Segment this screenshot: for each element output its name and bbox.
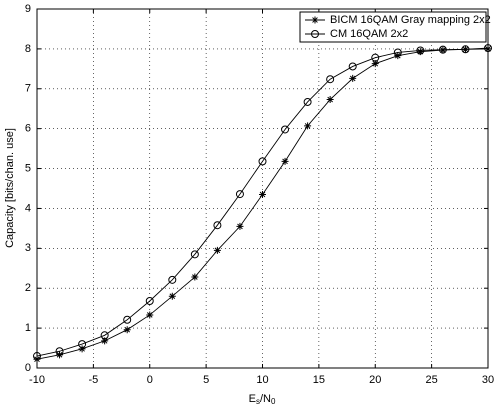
marker [55, 347, 64, 356]
marker [281, 157, 289, 165]
x-tick-label: -5 [88, 374, 98, 386]
y-tick-label: 9 [25, 3, 31, 15]
marker [348, 62, 357, 71]
marker [190, 250, 199, 259]
marker [371, 53, 380, 62]
legend-box [299, 11, 487, 43]
marker [213, 221, 222, 230]
marker [326, 96, 334, 104]
marker [213, 246, 221, 254]
marker [33, 352, 41, 361]
y-tick-label: 8 [25, 43, 31, 55]
marker [416, 46, 425, 55]
marker [303, 97, 312, 106]
marker [258, 157, 267, 166]
marker [168, 292, 176, 300]
marker [371, 60, 379, 68]
marker [145, 296, 154, 305]
legend-marker [311, 30, 319, 38]
y-tick-label: 3 [25, 242, 31, 254]
x-label-part: /N [260, 393, 271, 405]
legend-label: BICM 16QAM Gray mapping 2x2 [330, 14, 491, 26]
x-tick-label: 30 [482, 374, 494, 386]
legend-marker [311, 16, 319, 24]
marker [101, 337, 109, 345]
x-tick-label: -10 [29, 374, 45, 386]
marker [235, 190, 244, 199]
marker [326, 75, 335, 84]
y-tick-label: 6 [25, 123, 31, 135]
y-tick-label: 5 [25, 162, 31, 174]
marker [438, 45, 447, 54]
marker [484, 44, 492, 53]
legend-label: CM 16QAM 2x2 [330, 28, 408, 40]
marker [236, 222, 244, 230]
marker [191, 273, 199, 281]
y-tick-label: 1 [25, 322, 31, 334]
series-line [36, 47, 489, 357]
marker [78, 345, 86, 353]
marker [416, 48, 424, 56]
marker [484, 45, 492, 53]
marker [349, 74, 357, 82]
marker [123, 326, 131, 334]
x-tick-label: 15 [313, 374, 325, 386]
y-tick-label: 0 [25, 362, 31, 374]
marker [461, 45, 470, 54]
x-tick-label: 25 [426, 374, 438, 386]
marker [100, 331, 109, 340]
x-label-part: 0 [271, 397, 276, 406]
marker [168, 275, 177, 284]
plot-frame [36, 8, 489, 369]
marker [281, 125, 290, 134]
y-tick-label: 2 [25, 282, 31, 294]
marker [78, 340, 87, 349]
x-label-part: s [256, 397, 260, 406]
y-tick-label: 7 [25, 83, 31, 95]
marker [304, 122, 312, 130]
x-tick-label: 10 [256, 374, 268, 386]
x-tick-label: 5 [203, 374, 209, 386]
x-label-part: E [249, 393, 256, 405]
x-tick-label: 20 [369, 374, 381, 386]
marker [123, 315, 132, 324]
x-tick-label: 0 [147, 374, 153, 386]
x-axis-label: Es/N0 [249, 393, 276, 406]
marker [393, 48, 402, 57]
marker [259, 190, 266, 198]
y-tick-label: 4 [25, 202, 31, 214]
y-axis-label: Capacity [bits/chan. use] [4, 128, 16, 248]
marker [146, 311, 154, 319]
